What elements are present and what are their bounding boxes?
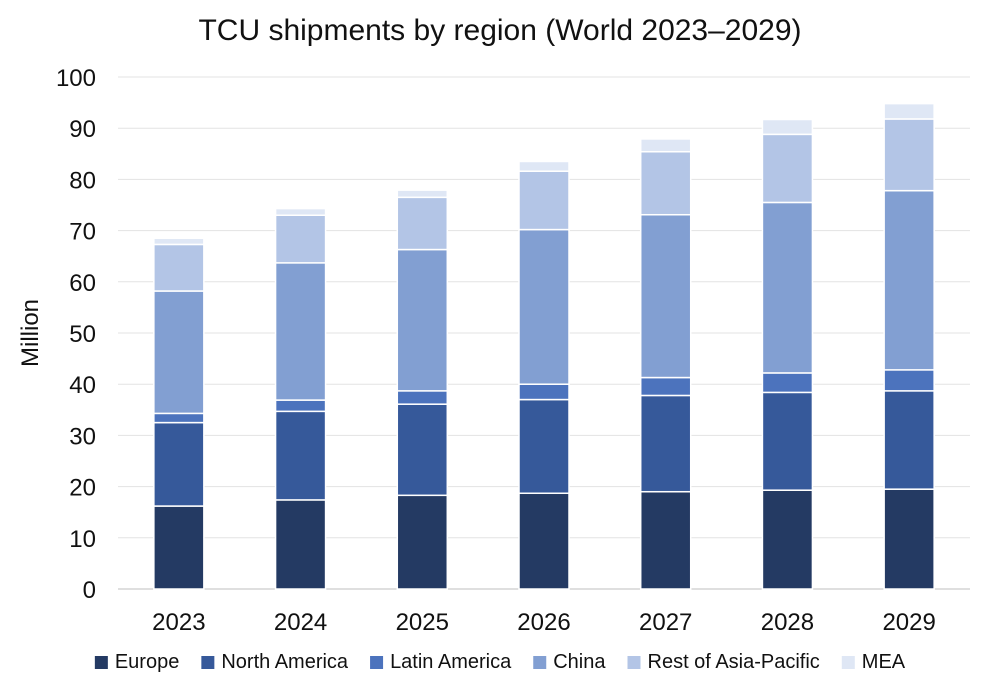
bar-segment bbox=[396, 390, 449, 405]
bar-segment bbox=[883, 189, 935, 371]
y-tick-label: 60 bbox=[69, 270, 96, 297]
y-tick-label: 30 bbox=[69, 423, 96, 450]
bar-segment bbox=[518, 383, 570, 401]
y-tick-label: 80 bbox=[69, 167, 96, 194]
bar-segment bbox=[761, 201, 814, 374]
bar-segment bbox=[883, 102, 935, 120]
bar-segment bbox=[518, 170, 570, 231]
bar-segment bbox=[274, 399, 327, 413]
bar-segment bbox=[518, 228, 570, 385]
bar-segment bbox=[761, 391, 814, 491]
legend-swatch bbox=[370, 656, 384, 669]
x-tick-label: 2024 bbox=[274, 609, 327, 636]
y-tick-label: 0 bbox=[83, 577, 96, 604]
bar-segment bbox=[518, 492, 570, 590]
legend-swatch bbox=[533, 656, 547, 669]
bar-segment bbox=[153, 237, 205, 246]
bar-segment bbox=[396, 403, 449, 497]
bar-segment bbox=[396, 196, 449, 251]
bar-segment bbox=[883, 369, 935, 392]
y-tick-label: 20 bbox=[69, 475, 96, 502]
bar-segment bbox=[883, 390, 935, 490]
chart-title: TCU shipments by region (World 2023–2029… bbox=[198, 14, 802, 47]
bar-segment bbox=[274, 214, 327, 264]
bar-segment bbox=[396, 189, 449, 199]
bar-segment bbox=[639, 490, 692, 590]
x-tick-label: 2028 bbox=[761, 609, 814, 636]
bar-segment bbox=[274, 262, 327, 401]
bar-segment bbox=[153, 290, 205, 415]
legend-label: Latin America bbox=[390, 651, 512, 673]
bar-segment bbox=[396, 248, 449, 392]
y-tick-label: 40 bbox=[69, 372, 96, 399]
y-axis-label: Million bbox=[17, 299, 44, 367]
bar-segment bbox=[639, 151, 692, 216]
x-tick-label: 2029 bbox=[882, 609, 935, 636]
legend-swatch bbox=[201, 656, 215, 669]
legend-label: North America bbox=[221, 651, 349, 673]
legend-swatch bbox=[841, 656, 855, 669]
bar-segment bbox=[761, 133, 814, 204]
bar-segment bbox=[153, 421, 205, 507]
legend-label: MEA bbox=[862, 651, 906, 673]
bar-segment bbox=[153, 412, 205, 424]
y-tick-label: 10 bbox=[69, 526, 96, 553]
bar-segment bbox=[761, 489, 814, 590]
bar-segment bbox=[639, 376, 692, 397]
y-tick-label: 50 bbox=[69, 321, 96, 348]
legend-swatch bbox=[627, 656, 641, 669]
bar-segment bbox=[761, 372, 814, 394]
y-tick-label: 100 bbox=[56, 65, 96, 92]
legend-label: China bbox=[553, 651, 606, 673]
y-tick-label: 70 bbox=[69, 219, 96, 246]
bar-segment bbox=[274, 499, 327, 590]
bar-segment bbox=[274, 207, 327, 216]
x-tick-label: 2025 bbox=[396, 609, 449, 636]
bar-segment bbox=[153, 243, 205, 292]
bar-segment bbox=[883, 488, 935, 590]
bar-segment bbox=[396, 494, 449, 590]
x-tick-label: 2023 bbox=[152, 609, 205, 636]
legend-label: Rest of Asia-Pacific bbox=[648, 651, 820, 673]
bar-segment bbox=[639, 138, 692, 153]
legend-label: Europe bbox=[115, 651, 180, 673]
bar-segment bbox=[518, 398, 570, 495]
bar-segment bbox=[639, 213, 692, 379]
x-tick-label: 2026 bbox=[517, 609, 570, 636]
legend-swatch bbox=[94, 656, 108, 669]
bar-segment bbox=[883, 118, 935, 192]
y-tick-label: 90 bbox=[69, 116, 96, 143]
bar-segment bbox=[274, 410, 327, 501]
x-tick-label: 2027 bbox=[639, 609, 692, 636]
bar-segment bbox=[153, 505, 205, 590]
bar-segment bbox=[518, 160, 570, 172]
bar-segment bbox=[639, 394, 692, 493]
bar-segment bbox=[761, 118, 814, 136]
